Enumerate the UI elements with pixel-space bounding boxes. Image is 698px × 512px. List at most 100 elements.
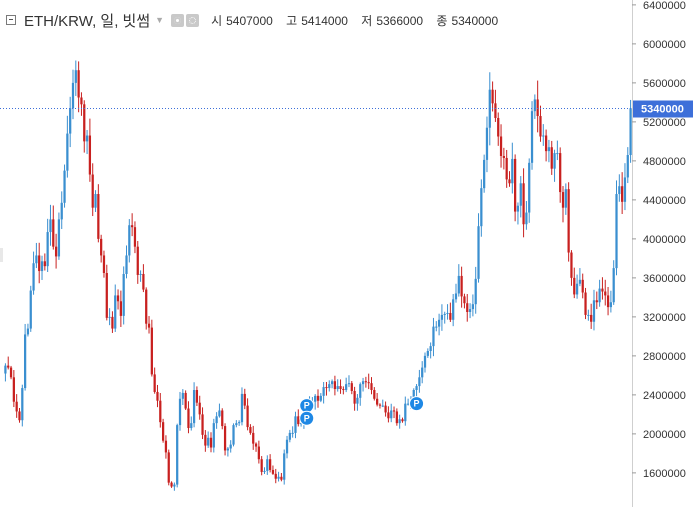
candle[interactable] [395,408,398,426]
candle[interactable] [145,287,148,330]
candle[interactable] [212,418,215,453]
position-marker[interactable]: P [299,398,315,414]
candle[interactable] [587,309,590,321]
candle[interactable] [111,311,114,333]
candle[interactable] [114,284,117,332]
resize-handle[interactable] [0,248,3,262]
candle[interactable] [32,251,35,295]
candle[interactable] [446,304,449,320]
candle[interactable] [463,293,466,309]
candle[interactable] [238,420,241,426]
position-marker[interactable]: P [409,396,425,412]
candle[interactable] [235,420,238,428]
candle[interactable] [314,394,317,410]
candle[interactable] [71,69,75,120]
candle[interactable] [440,304,444,331]
candle[interactable] [601,277,604,300]
candle[interactable] [133,221,137,254]
candle[interactable] [105,264,108,321]
candle[interactable] [164,435,168,459]
candle[interactable] [170,481,173,488]
candle[interactable] [550,140,553,175]
candle[interactable] [271,465,275,475]
candle[interactable] [418,369,421,393]
candle[interactable] [297,409,300,427]
candle[interactable] [204,430,207,452]
candle[interactable] [94,190,97,212]
candle[interactable] [356,394,359,411]
candle[interactable] [325,381,328,396]
candle[interactable] [499,124,503,168]
candle[interactable] [519,176,522,218]
candle[interactable] [505,149,508,188]
candle[interactable] [60,191,63,229]
candle[interactable] [536,80,539,133]
candle[interactable] [153,367,156,394]
candle[interactable] [376,392,379,407]
candle[interactable] [590,303,593,329]
candle[interactable] [159,393,162,428]
candle[interactable] [15,394,18,418]
candle[interactable] [342,386,345,395]
candle[interactable] [291,426,294,438]
candle[interactable] [12,370,15,408]
candle[interactable] [178,391,182,431]
candle[interactable] [480,179,483,237]
candle[interactable] [544,129,548,162]
candle[interactable] [435,321,438,332]
candle[interactable] [626,147,629,184]
candle[interactable] [559,147,562,203]
candle[interactable] [443,311,446,324]
symbol-title[interactable]: ETH/KRW, 일, 빗썸 [24,12,151,30]
candle[interactable] [198,395,201,420]
candle[interactable] [184,390,187,411]
candle[interactable] [423,352,427,373]
candle[interactable] [381,399,384,408]
candle[interactable] [294,411,297,439]
candle[interactable] [119,290,122,327]
candle[interactable] [167,449,170,486]
candle[interactable] [530,101,534,170]
candle[interactable] [581,273,584,299]
candle[interactable] [468,303,472,319]
candle[interactable] [547,139,551,163]
candle[interactable] [606,286,610,316]
candle[interactable] [556,140,559,161]
candle[interactable] [85,129,89,155]
candle[interactable] [266,455,269,475]
candle[interactable] [522,168,525,238]
candle[interactable] [595,291,598,310]
candle[interactable] [280,472,283,482]
candle[interactable] [97,184,100,243]
candle[interactable] [54,233,58,269]
candle[interactable] [322,382,325,404]
candle[interactable] [350,380,353,395]
candle[interactable] [100,234,103,263]
candle[interactable] [398,414,401,429]
candle[interactable] [23,323,27,391]
candle[interactable] [254,442,258,452]
candle[interactable] [615,180,618,276]
candle[interactable] [316,389,320,408]
candle[interactable] [612,260,615,305]
candle[interactable] [401,417,404,423]
candle[interactable] [147,316,151,334]
candle[interactable] [494,89,497,122]
candle[interactable] [392,406,396,419]
candle[interactable] [40,255,44,280]
candle[interactable] [567,182,570,262]
candle[interactable] [122,266,125,325]
candle[interactable] [139,270,142,282]
candle[interactable] [52,205,55,250]
candle[interactable] [373,387,376,401]
candle[interactable] [533,94,536,119]
candle[interactable] [525,201,528,230]
candle[interactable] [176,423,179,488]
candle[interactable] [471,294,475,317]
candle[interactable] [347,375,351,388]
collapse-icon[interactable] [6,15,16,25]
candle[interactable] [370,377,373,395]
candle[interactable] [69,96,72,148]
candle[interactable] [483,154,486,193]
